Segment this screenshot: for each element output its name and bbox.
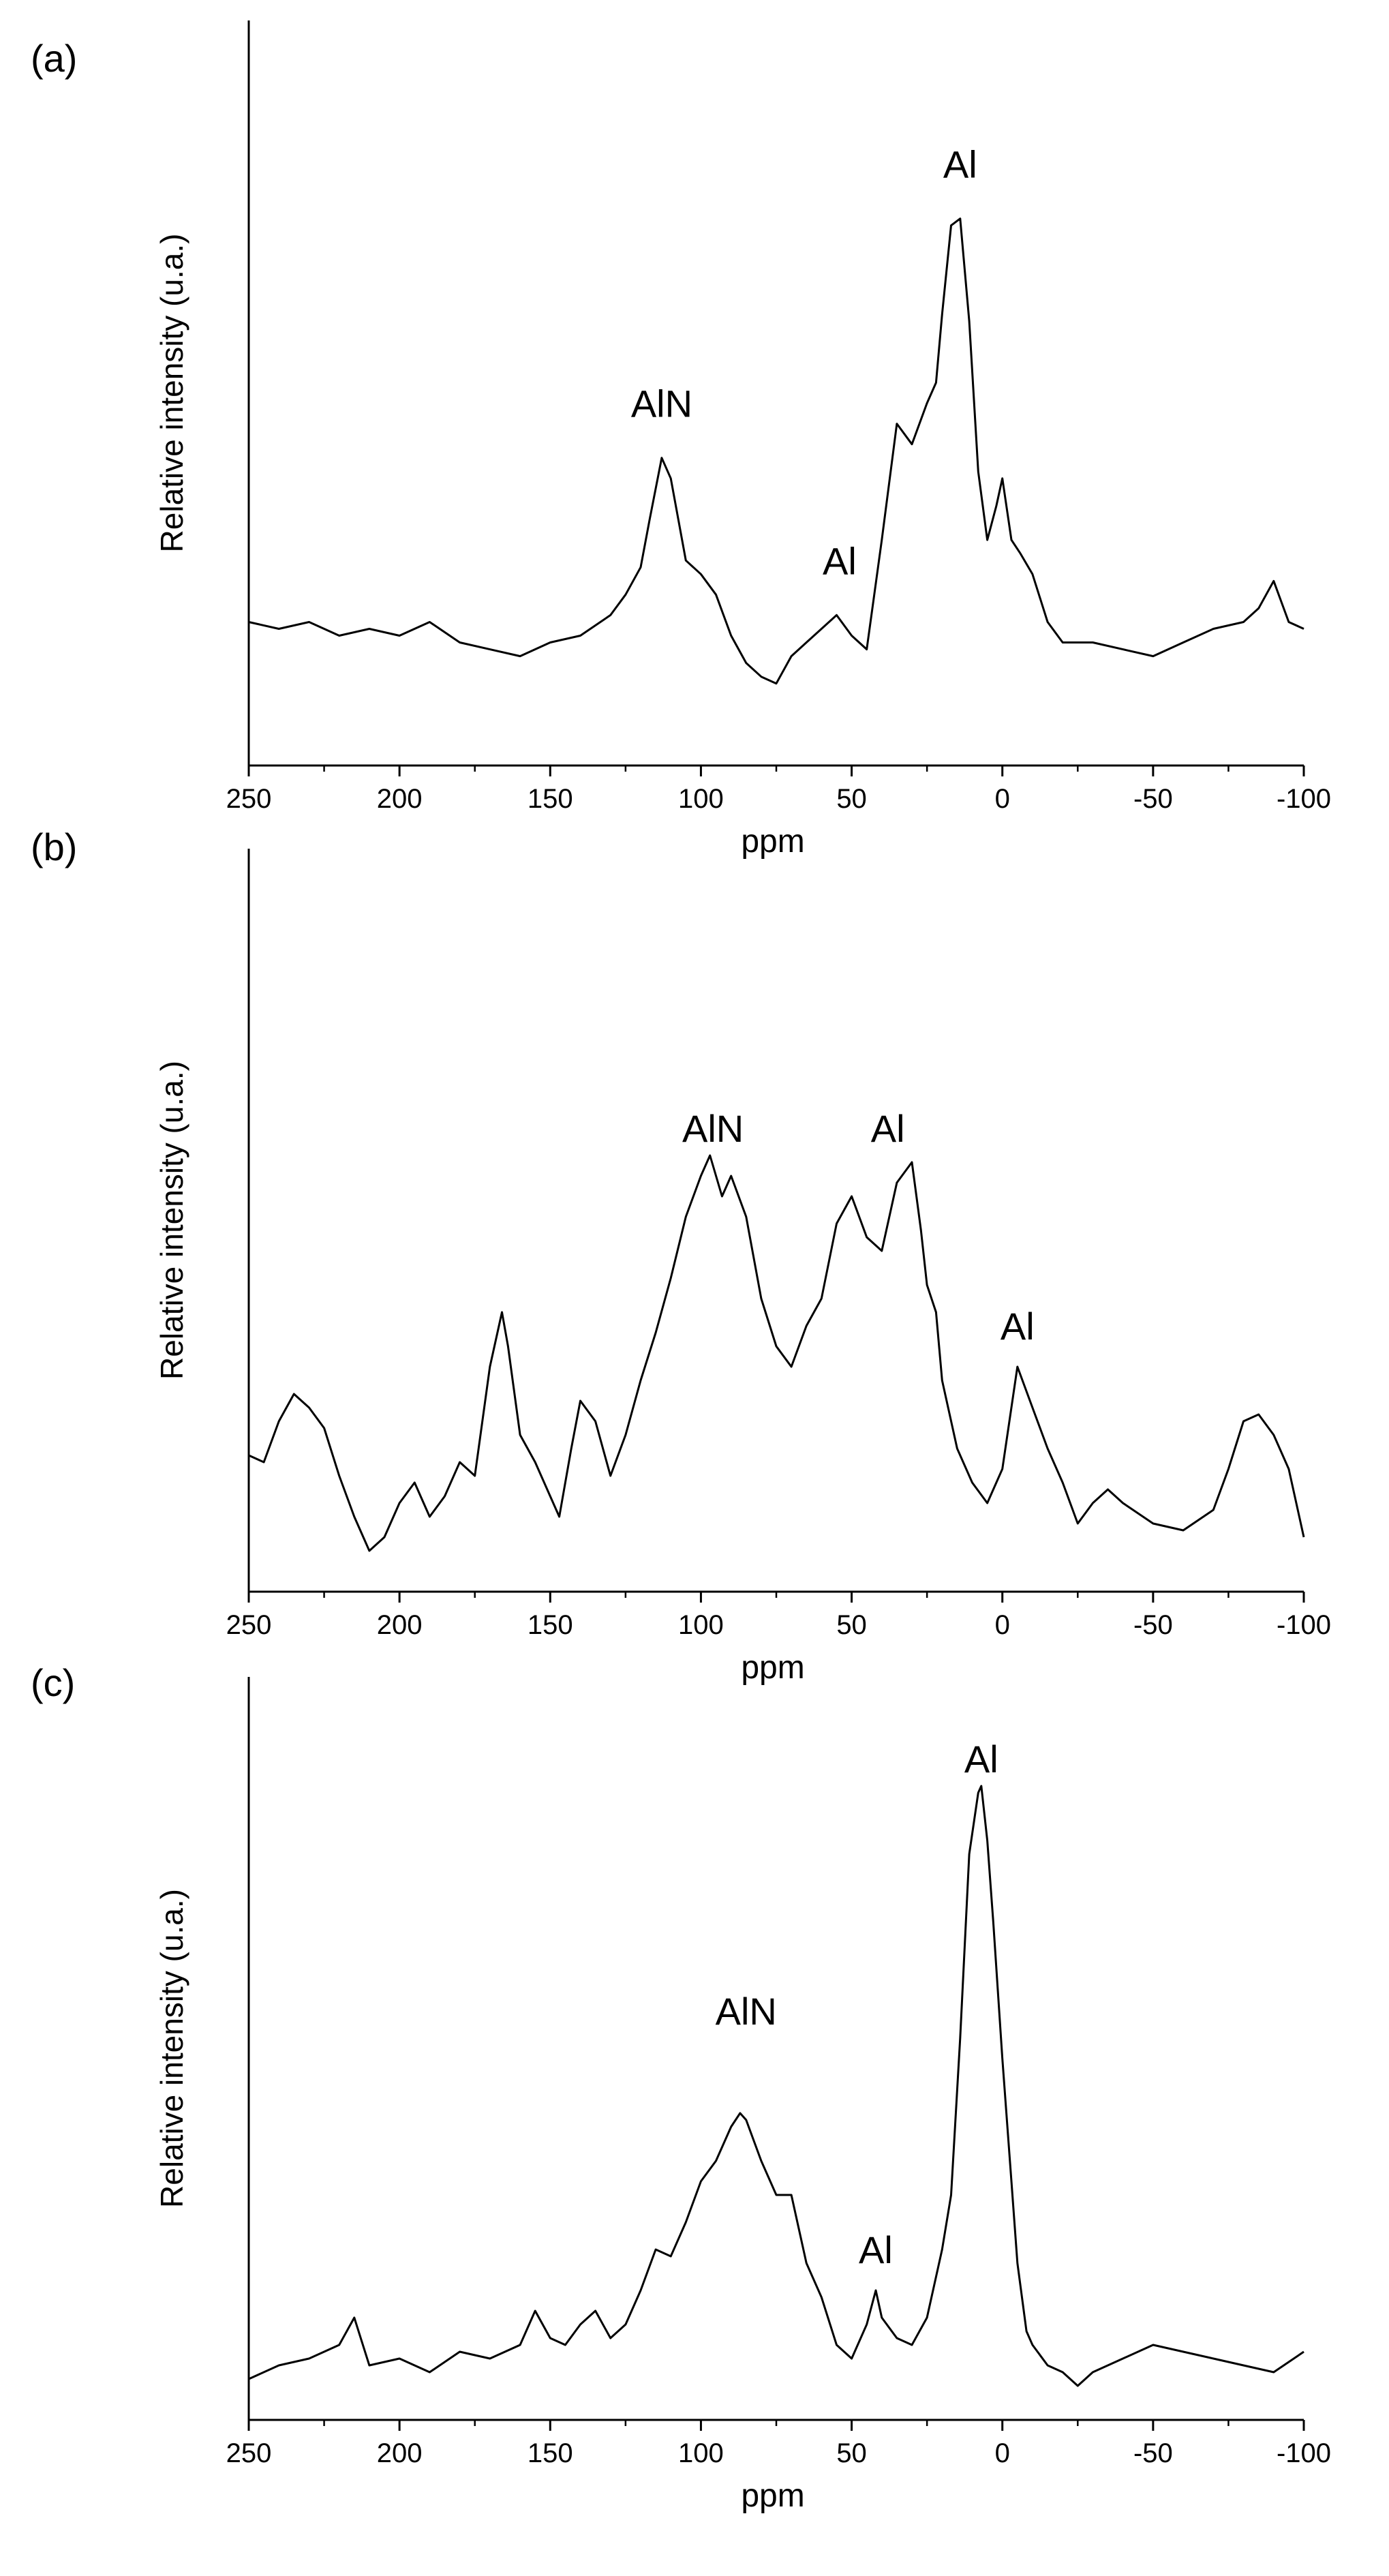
x-tick-label: 200	[377, 1610, 423, 1640]
peak-annotation: Al	[943, 143, 977, 186]
x-tick-label: -100	[1277, 784, 1331, 814]
x-tick-label: -50	[1133, 2438, 1173, 2468]
x-axis-label: ppm	[741, 1650, 804, 1686]
x-tick-label: 100	[678, 1610, 724, 1640]
panel-label: (b)	[31, 825, 77, 868]
peak-annotation: Al	[823, 539, 857, 582]
y-axis-label: Relative intensity (u.a.)	[154, 1889, 189, 2208]
panel-label: (c)	[31, 1661, 75, 1704]
x-tick-label: 50	[836, 1610, 867, 1640]
peak-annotation: Al	[871, 1107, 905, 1150]
x-tick-label: 250	[226, 2438, 272, 2468]
peak-annotation: Al	[859, 2228, 893, 2271]
x-tick-label: -100	[1277, 1610, 1331, 1640]
y-axis-label: Relative intensity (u.a.)	[154, 234, 189, 553]
x-tick-label: 50	[836, 784, 867, 814]
x-tick-label: 50	[836, 2438, 867, 2468]
spectrum-line	[248, 1785, 1304, 2387]
x-axis-label: ppm	[741, 2478, 804, 2514]
chart-panel-c: (c) 250 200 150 100 50 0 -50 -100 ppm Relative int…	[31, 1661, 1331, 2514]
chart-panel-a: (a) 250 200 150 100 50 0 -50 -100 ppm Relative int…	[31, 20, 1331, 860]
x-tick-label: 100	[678, 2438, 724, 2468]
x-tick-label: 150	[528, 1610, 573, 1640]
panel-label: (a)	[31, 37, 77, 80]
x-tick-label: 200	[377, 784, 423, 814]
spectrum-line	[248, 217, 1304, 685]
peak-annotation: Al	[964, 1738, 998, 1781]
peak-annotation: AlN	[631, 382, 692, 425]
x-tick-label: 150	[528, 2438, 573, 2468]
peak-annotation: AlN	[716, 1990, 777, 2033]
x-tick-label: 150	[528, 784, 573, 814]
x-tick-label: 0	[995, 2438, 1010, 2468]
x-tick-label: 250	[226, 1610, 272, 1640]
x-tick-label: -50	[1133, 1610, 1173, 1640]
x-tick-label: -100	[1277, 2438, 1331, 2468]
x-tick-label: 100	[678, 784, 724, 814]
x-tick-label: 200	[377, 2438, 423, 2468]
peak-annotation: AlN	[682, 1107, 744, 1150]
x-tick-label: 0	[995, 784, 1010, 814]
chart-panel-b: (b) 250 200 150 100 50 0 -50 -100 ppm Relative int…	[31, 825, 1331, 1686]
peak-annotation: Al	[1001, 1305, 1035, 1348]
x-tick-label: 250	[226, 784, 272, 814]
x-tick-label: 0	[995, 1610, 1010, 1640]
y-axis-label: Relative intensity (u.a.)	[154, 1061, 189, 1380]
x-tick-label: -50	[1133, 784, 1173, 814]
spectrum-line	[248, 1154, 1305, 1552]
x-axis-label: ppm	[741, 823, 804, 860]
